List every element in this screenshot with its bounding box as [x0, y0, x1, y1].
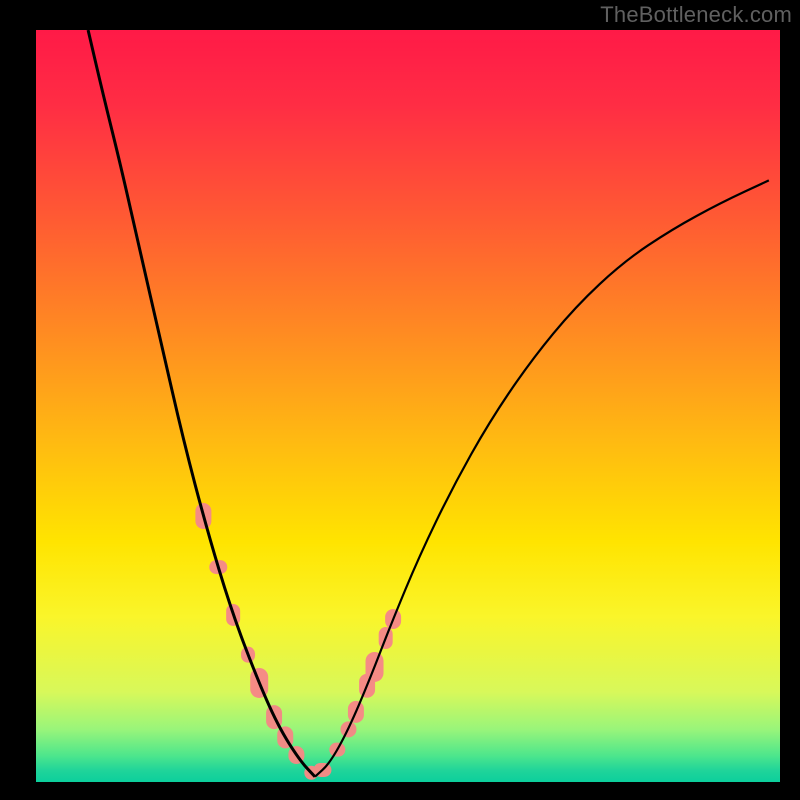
frame-right	[780, 0, 800, 800]
watermark-text: TheBottleneck.com	[600, 2, 792, 28]
frame-left	[0, 0, 36, 800]
bottleneck-chart	[0, 0, 800, 800]
frame-bottom	[0, 782, 800, 800]
gradient-background	[36, 30, 780, 782]
